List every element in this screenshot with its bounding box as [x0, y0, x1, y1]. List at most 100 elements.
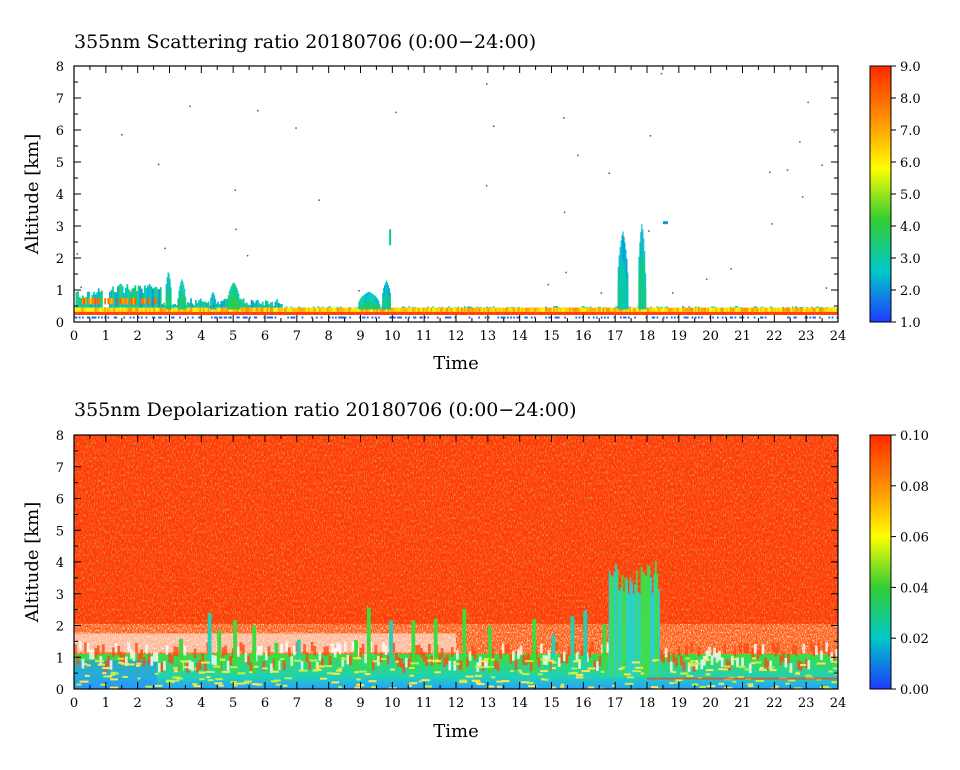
cell [252, 625, 257, 674]
cell [97, 663, 105, 666]
cell [695, 660, 699, 670]
cell [578, 316, 581, 319]
cell [560, 683, 565, 686]
cell [237, 672, 246, 675]
cell [368, 311, 371, 315]
x-tick-label: 9 [356, 329, 364, 344]
cell [118, 284, 121, 308]
cell [796, 311, 799, 315]
cell [438, 307, 441, 308]
cell [467, 311, 469, 315]
x-tick-label: 11 [416, 696, 433, 711]
cell [274, 311, 277, 315]
cell [742, 316, 745, 319]
cell [203, 661, 207, 671]
cell [265, 311, 267, 315]
cell [218, 684, 224, 687]
cell [214, 311, 216, 315]
cell [210, 311, 213, 315]
cell [265, 307, 267, 312]
cell [362, 316, 364, 319]
cell [670, 307, 673, 312]
cell [631, 661, 641, 664]
x-tick-label: 24 [830, 329, 847, 344]
cell [724, 307, 727, 312]
cell [131, 298, 134, 305]
cell [255, 307, 258, 312]
cell [438, 307, 441, 312]
cell [144, 307, 146, 312]
cell [599, 306, 602, 308]
cell [799, 141, 801, 143]
cell [121, 298, 124, 305]
cell [83, 307, 86, 312]
cell [560, 653, 564, 664]
cell [363, 311, 366, 315]
cell [578, 307, 581, 312]
cell [627, 306, 630, 308]
cell [817, 642, 821, 652]
cell [76, 253, 79, 255]
cell [226, 311, 229, 315]
cell [784, 657, 788, 668]
cell [194, 311, 197, 315]
cell [159, 316, 162, 319]
cell [779, 311, 781, 315]
cell [626, 676, 634, 679]
cell [81, 316, 84, 319]
cell [764, 657, 767, 668]
x-tick-label: 19 [671, 696, 688, 711]
cell [795, 306, 797, 308]
cell [335, 311, 337, 315]
colorbar-tick-label: 3.0 [900, 252, 921, 267]
cell [112, 307, 114, 312]
cell [478, 307, 481, 312]
cell [430, 311, 433, 315]
cell [132, 298, 135, 305]
cell [705, 673, 711, 676]
cell [688, 311, 691, 315]
cell [503, 316, 506, 319]
cell [644, 272, 646, 310]
cell [132, 287, 135, 308]
cell [77, 311, 79, 315]
cell [284, 307, 286, 312]
cell [355, 307, 358, 312]
cell [744, 307, 746, 312]
cell [734, 311, 737, 315]
cell [221, 647, 225, 657]
cell [660, 72, 663, 75]
cell [339, 307, 342, 312]
cell [647, 311, 649, 315]
cell [214, 682, 223, 685]
colorbar-tick-label: 0.06 [900, 531, 929, 546]
cell [254, 651, 258, 662]
cell [740, 311, 743, 315]
cell [607, 307, 609, 312]
cell [685, 646, 688, 656]
cell [223, 307, 226, 312]
cell [358, 670, 367, 673]
cell [227, 303, 229, 310]
cell [551, 661, 557, 664]
cell [232, 682, 237, 685]
cell [397, 316, 399, 319]
cell [527, 311, 530, 315]
cell [570, 616, 575, 674]
cell [104, 316, 106, 319]
cell [129, 298, 132, 305]
cell [471, 679, 481, 682]
cell [260, 311, 262, 315]
cell [368, 680, 377, 683]
cell [664, 647, 668, 658]
cell [244, 316, 247, 319]
cell [631, 582, 633, 677]
cell [590, 667, 595, 670]
cell [193, 307, 196, 312]
cell [662, 307, 665, 312]
cell [596, 661, 599, 671]
cell [398, 316, 401, 319]
cell [785, 311, 788, 315]
cell [479, 306, 482, 308]
cell [215, 306, 217, 310]
